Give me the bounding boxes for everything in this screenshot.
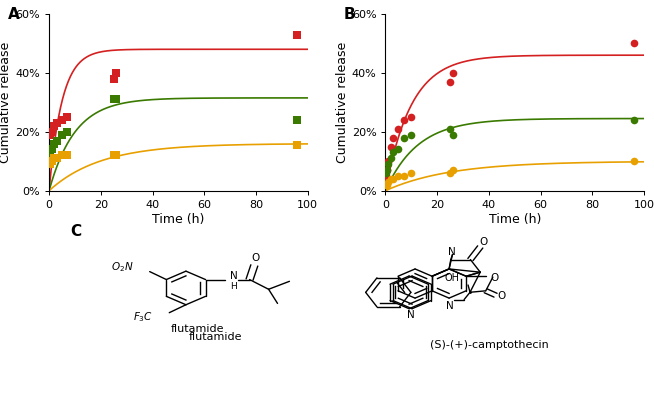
- Text: N: N: [448, 248, 456, 258]
- Text: $F_3C$: $F_3C$: [133, 310, 153, 324]
- Text: N: N: [230, 271, 237, 281]
- Y-axis label: Cumulative release: Cumulative release: [336, 42, 349, 163]
- Text: O: O: [251, 254, 260, 263]
- Text: (S)-(+)-camptothecin: (S)-(+)-camptothecin: [430, 340, 549, 350]
- Text: O: O: [498, 291, 506, 301]
- Text: O: O: [490, 273, 499, 283]
- Text: A: A: [8, 7, 20, 22]
- Text: OH: OH: [444, 273, 459, 283]
- Text: O: O: [479, 237, 487, 247]
- Text: $O_2N$: $O_2N$: [111, 260, 133, 274]
- X-axis label: Time (h): Time (h): [489, 213, 541, 226]
- Text: C: C: [70, 224, 81, 239]
- Text: B: B: [344, 7, 356, 22]
- Text: N: N: [407, 310, 415, 320]
- Text: flutamide: flutamide: [189, 332, 243, 341]
- Text: H: H: [230, 282, 237, 291]
- Text: N: N: [447, 300, 454, 310]
- Text: flutamide: flutamide: [171, 324, 224, 334]
- Y-axis label: Cumulative release: Cumulative release: [0, 42, 12, 163]
- X-axis label: Time (h): Time (h): [152, 213, 205, 226]
